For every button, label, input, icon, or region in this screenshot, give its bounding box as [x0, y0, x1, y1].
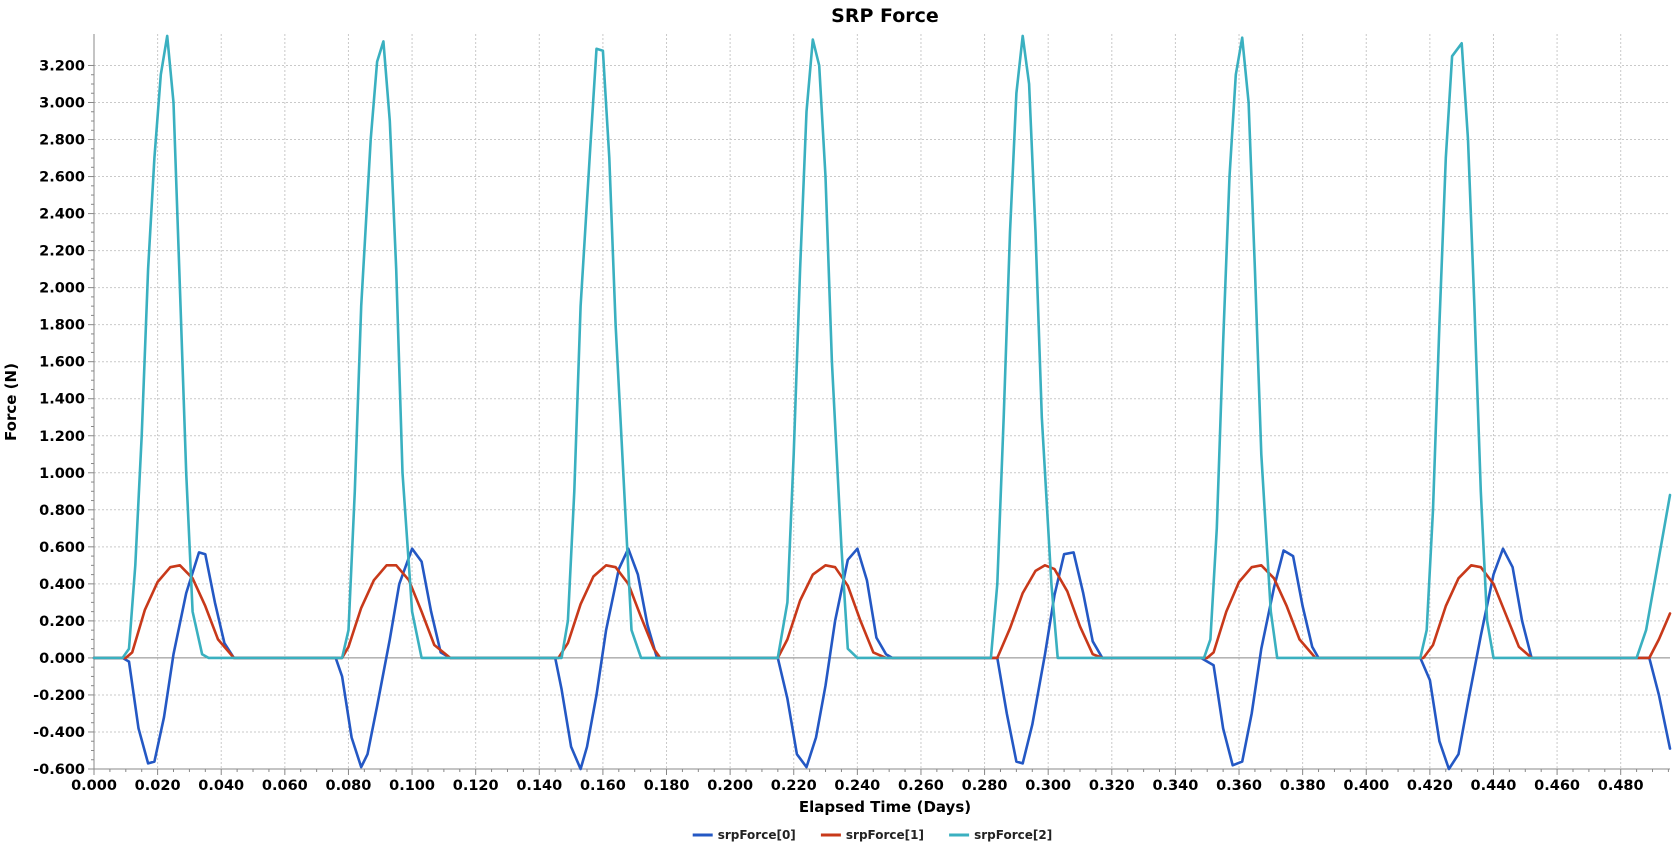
legend-label-1: srpForce[1]	[846, 828, 924, 842]
y-tick-label: 2.200	[39, 244, 85, 260]
y-tick-label: 3.200	[39, 58, 85, 74]
x-tick-label: 0.340	[1152, 778, 1198, 794]
x-tick-label: 0.240	[834, 778, 880, 794]
x-tick-label: 0.260	[898, 778, 944, 794]
x-tick-label: 0.280	[962, 778, 1008, 794]
x-tick-label: 0.360	[1216, 778, 1262, 794]
y-tick-label: 0.200	[39, 614, 85, 630]
series-line-2	[92, 34, 1672, 660]
x-tick-label: 0.060	[262, 778, 308, 794]
legend-label-0: srpForce[0]	[718, 828, 796, 842]
x-tick-label: 0.380	[1280, 778, 1326, 794]
x-tick-label: 0.020	[135, 778, 181, 794]
y-tick-label: 0.400	[39, 577, 85, 593]
series-line-1	[92, 564, 1672, 660]
x-tick-label: 0.180	[644, 778, 690, 794]
x-axis-ticks: 0.000 0.020 0.040 0.060 0.080 0.100 0.120 0.140…	[71, 769, 1669, 794]
y-tick-label: 1.000	[39, 466, 85, 482]
y-tick-label: 3.000	[39, 96, 85, 112]
x-tick-label: 0.460	[1534, 778, 1580, 794]
x-axis-label: Elapsed Time (Days)	[799, 798, 971, 816]
x-tick-label: 0.220	[771, 778, 817, 794]
x-tick-label: 0.080	[326, 778, 372, 794]
x-tick-label: 0.300	[1025, 778, 1071, 794]
y-axis-ticks: -0.600 -0.400 -0.200 0.000 0.200 0.400 0.600 0.…	[33, 58, 94, 778]
y-tick-label: 1.400	[39, 392, 85, 408]
y-tick-label: 0.800	[39, 503, 85, 519]
x-tick-label: 0.160	[580, 778, 626, 794]
y-tick-label: 2.800	[39, 133, 85, 149]
x-tick-label: 0.100	[389, 778, 435, 794]
x-tick-label: 0.400	[1343, 778, 1389, 794]
x-tick-label: 0.480	[1598, 778, 1644, 794]
x-tick-label: 0.440	[1471, 778, 1517, 794]
x-tick-label: 0.200	[707, 778, 753, 794]
x-tick-label: 0.120	[453, 778, 499, 794]
y-tick-label: 1.600	[39, 355, 85, 371]
y-tick-label: 1.200	[39, 429, 85, 445]
chart-title: SRP Force	[831, 5, 939, 27]
y-tick-label: -0.400	[33, 725, 85, 741]
y-tick-label: -0.600	[33, 762, 85, 778]
x-tick-label: 0.420	[1407, 778, 1453, 794]
series-lines	[92, 34, 1672, 771]
x-tick-label: 0.040	[198, 778, 244, 794]
x-tick-label: 0.140	[516, 778, 562, 794]
y-tick-label: -0.200	[33, 688, 85, 704]
y-tick-label: 0.600	[39, 540, 85, 556]
y-axis-label: Force (N)	[2, 363, 20, 441]
y-tick-label: 2.000	[39, 281, 85, 297]
y-tick-label: 2.600	[39, 170, 85, 186]
legend: srpForce[0] srpForce[1] srpForce[2]	[692, 828, 1052, 842]
legend-label-2: srpForce[2]	[974, 828, 1052, 842]
y-tick-label: 0.000	[39, 651, 85, 667]
x-tick-label: 0.320	[1089, 778, 1135, 794]
series-line-0	[92, 547, 1672, 771]
y-tick-label: 1.800	[39, 318, 85, 334]
y-tick-label: 2.400	[39, 207, 85, 223]
x-tick-label: 0.000	[71, 778, 117, 794]
